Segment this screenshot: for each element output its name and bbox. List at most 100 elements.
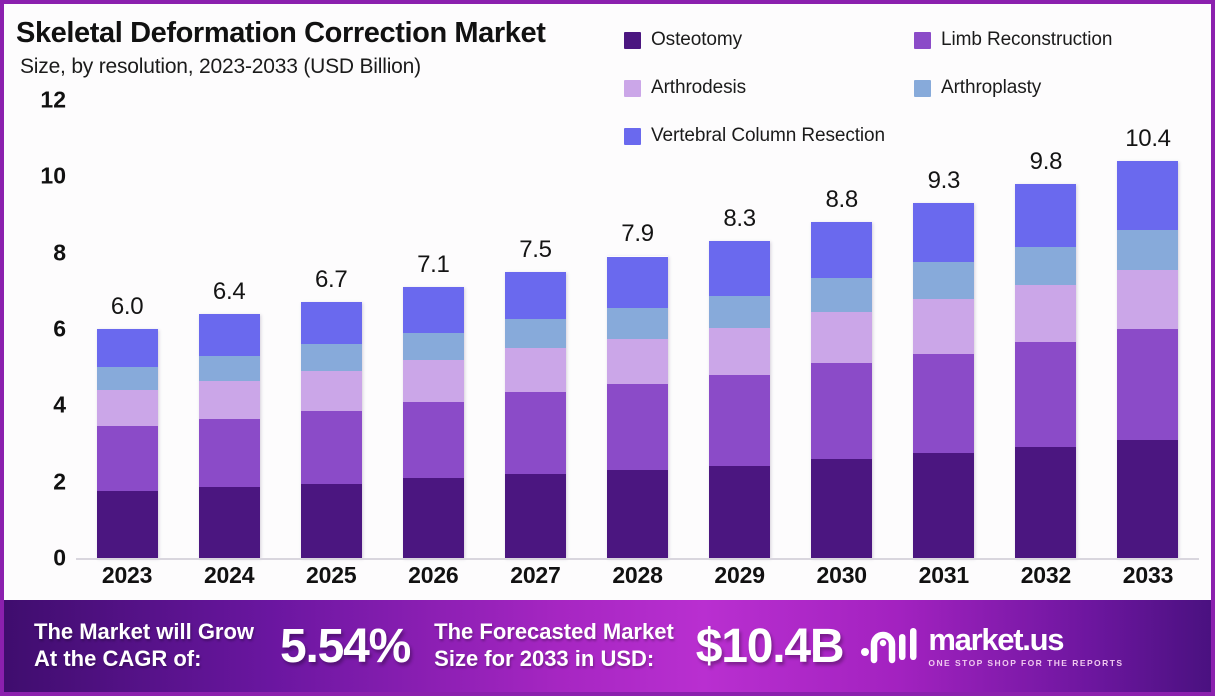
bar-segment-arthroplasty[interactable] xyxy=(504,319,566,349)
bar-column-2024[interactable]: 6.4 xyxy=(178,100,280,558)
bar-segment-arthroplasty[interactable] xyxy=(811,277,873,312)
bar-column-2027[interactable]: 7.5 xyxy=(484,100,586,558)
bar-group: 6.0 6.4 6.7 7.1 7.5 7.9 8.3 8.8 9.3 9.8 10.4 xyxy=(76,100,1199,558)
bar-segment-limb-reconstruction[interactable] xyxy=(300,411,362,484)
bar-stack[interactable] xyxy=(96,329,158,558)
bar-segment-osteotomy[interactable] xyxy=(1117,439,1179,558)
bar-stack[interactable] xyxy=(811,222,873,558)
legend-item-arthrodesis[interactable]: Arthrodesis xyxy=(624,64,914,112)
bar-segment-osteotomy[interactable] xyxy=(709,465,771,558)
bar-segment-limb-reconstruction[interactable] xyxy=(1015,342,1077,448)
bar-segment-limb-reconstruction[interactable] xyxy=(811,363,873,459)
bar-stack[interactable] xyxy=(402,287,464,558)
axis-baseline xyxy=(76,558,1199,560)
market-us-mark-icon xyxy=(859,624,921,669)
bar-total-label: 9.3 xyxy=(927,167,961,195)
bar-stack[interactable] xyxy=(709,241,771,558)
bar-stack[interactable] xyxy=(300,302,362,558)
bar-segment-arthroplasty[interactable] xyxy=(198,355,260,381)
x-axis-tick: 2025 xyxy=(306,562,357,588)
bar-segment-arthroplasty[interactable] xyxy=(607,308,669,339)
bar-column-2030[interactable]: 8.8 xyxy=(791,100,893,558)
bar-segment-osteotomy[interactable] xyxy=(811,458,873,558)
bar-stack[interactable] xyxy=(1117,161,1179,558)
bar-column-2029[interactable]: 8.3 xyxy=(689,100,791,558)
bar-total-label: 6.7 xyxy=(315,266,348,294)
bar-segment-arthrodesis[interactable] xyxy=(504,348,566,392)
bar-segment-limb-reconstruction[interactable] xyxy=(198,418,260,488)
bar-segment-osteotomy[interactable] xyxy=(607,470,669,558)
bar-segment-vertebral-column-resection[interactable] xyxy=(300,302,362,345)
legend-item-limb-reconstruction[interactable]: Limb Reconstruction xyxy=(914,16,1204,64)
legend-item-vertebral-column-resection[interactable]: Vertebral Column Resection xyxy=(624,112,1204,160)
bar-segment-arthroplasty[interactable] xyxy=(1015,246,1077,286)
bar-segment-vertebral-column-resection[interactable] xyxy=(607,256,669,309)
chart-subtitle: Size, by resolution, 2023-2033 (USD Bill… xyxy=(20,55,421,79)
bar-segment-limb-reconstruction[interactable] xyxy=(96,426,158,492)
bar-segment-limb-reconstruction[interactable] xyxy=(402,401,464,478)
bar-segment-arthrodesis[interactable] xyxy=(300,371,362,412)
x-axis-tick: 2026 xyxy=(408,562,459,588)
bar-segment-limb-reconstruction[interactable] xyxy=(607,384,669,471)
bar-segment-limb-reconstruction[interactable] xyxy=(913,353,975,454)
y-axis-tick: 4 xyxy=(53,391,66,418)
bar-segment-osteotomy[interactable] xyxy=(300,483,362,558)
bar-segment-arthroplasty[interactable] xyxy=(300,344,362,372)
bar-segment-limb-reconstruction[interactable] xyxy=(504,392,566,475)
cagr-label-line2: At the CAGR of: xyxy=(34,646,202,671)
bar-segment-osteotomy[interactable] xyxy=(1015,447,1077,558)
bar-column-2026[interactable]: 7.1 xyxy=(382,100,484,558)
bar-segment-arthroplasty[interactable] xyxy=(709,295,771,328)
bar-total-label: 8.8 xyxy=(825,186,858,214)
bar-segment-limb-reconstruction[interactable] xyxy=(709,375,771,466)
bar-segment-osteotomy[interactable] xyxy=(504,474,566,558)
y-axis-tick: 8 xyxy=(53,239,66,266)
legend-item-osteotomy[interactable]: Osteotomy xyxy=(624,16,914,64)
bar-segment-arthrodesis[interactable] xyxy=(402,359,464,402)
bar-column-2033[interactable]: 10.4 xyxy=(1097,100,1199,558)
bar-column-2025[interactable]: 6.7 xyxy=(280,100,382,558)
bar-segment-arthrodesis[interactable] xyxy=(198,380,260,419)
bar-total-label: 6.4 xyxy=(212,277,246,305)
bar-segment-osteotomy[interactable] xyxy=(913,453,975,558)
bar-segment-osteotomy[interactable] xyxy=(402,477,464,558)
bar-segment-vertebral-column-resection[interactable] xyxy=(198,313,260,356)
bar-segment-vertebral-column-resection[interactable] xyxy=(1015,184,1077,247)
bar-total-label: 9.8 xyxy=(1029,147,1063,175)
bar-segment-vertebral-column-resection[interactable] xyxy=(96,329,158,368)
bar-segment-vertebral-column-resection[interactable] xyxy=(709,241,771,296)
bar-column-2028[interactable]: 7.9 xyxy=(586,100,688,558)
bar-column-2023[interactable]: 6.0 xyxy=(76,100,178,558)
bar-segment-arthrodesis[interactable] xyxy=(1117,269,1179,330)
bar-segment-vertebral-column-resection[interactable] xyxy=(504,271,566,320)
bar-segment-limb-reconstruction[interactable] xyxy=(1117,329,1179,440)
y-axis: 0 2 4 6 8 10 12 xyxy=(20,87,66,571)
legend-item-label: Arthroplasty xyxy=(941,77,1042,98)
bar-segment-vertebral-column-resection[interactable] xyxy=(402,287,464,333)
bar-stack[interactable] xyxy=(198,313,260,558)
bar-stack[interactable] xyxy=(607,256,669,558)
bar-segment-arthroplasty[interactable] xyxy=(402,332,464,360)
bar-stack[interactable] xyxy=(1015,184,1077,558)
bar-segment-vertebral-column-resection[interactable] xyxy=(1117,161,1179,230)
forecast-value: $10.4B xyxy=(695,619,845,673)
bar-segment-vertebral-column-resection[interactable] xyxy=(811,222,873,278)
bar-segment-arthrodesis[interactable] xyxy=(607,338,669,385)
bar-segment-arthrodesis[interactable] xyxy=(709,327,771,376)
bar-segment-osteotomy[interactable] xyxy=(198,487,260,558)
bar-segment-arthrodesis[interactable] xyxy=(96,390,158,427)
bar-column-2032[interactable]: 9.8 xyxy=(995,100,1097,558)
bar-segment-osteotomy[interactable] xyxy=(96,491,158,558)
legend-item-arthroplasty[interactable]: Arthroplasty xyxy=(914,64,1204,112)
bar-segment-arthroplasty[interactable] xyxy=(1117,229,1179,270)
legend-swatch-icon xyxy=(624,31,641,49)
bar-segment-arthroplasty[interactable] xyxy=(913,262,975,299)
bar-segment-arthrodesis[interactable] xyxy=(913,298,975,354)
bar-column-2031[interactable]: 9.3 xyxy=(893,100,995,558)
bar-segment-arthroplasty[interactable] xyxy=(96,367,158,391)
bar-stack[interactable] xyxy=(913,203,975,558)
bar-segment-arthrodesis[interactable] xyxy=(1015,285,1077,343)
bar-segment-vertebral-column-resection[interactable] xyxy=(913,203,975,263)
bar-stack[interactable] xyxy=(504,271,566,558)
bar-segment-arthrodesis[interactable] xyxy=(811,311,873,364)
